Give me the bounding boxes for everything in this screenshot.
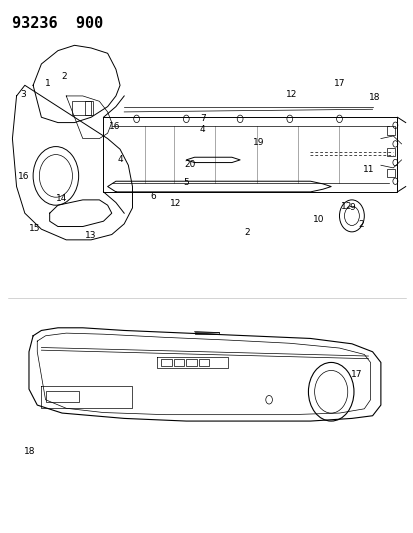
Bar (194, 332, 219, 334)
Bar (173, 359, 184, 366)
Text: 4: 4 (199, 125, 204, 134)
Text: 2: 2 (61, 72, 67, 80)
Bar (386, 126, 394, 135)
Text: 1: 1 (45, 79, 50, 88)
Bar (45, 391, 78, 402)
Text: 12: 12 (170, 199, 181, 208)
Text: 17: 17 (350, 370, 362, 378)
Text: 7: 7 (199, 114, 205, 123)
Text: 15: 15 (29, 224, 41, 232)
Text: 2: 2 (244, 229, 250, 237)
Text: 11: 11 (362, 165, 373, 174)
Text: 14: 14 (55, 194, 67, 203)
Text: 93236  900: 93236 900 (12, 16, 103, 31)
Text: 17: 17 (333, 79, 344, 88)
Text: 19: 19 (252, 139, 264, 147)
Bar (198, 359, 209, 366)
Text: 20: 20 (184, 160, 196, 168)
Text: 3: 3 (20, 91, 26, 99)
Text: 4: 4 (117, 156, 123, 164)
Bar (72, 101, 91, 115)
Text: 13: 13 (84, 231, 96, 240)
Bar (186, 359, 196, 366)
Text: 6: 6 (150, 192, 156, 200)
Bar (386, 148, 394, 156)
Text: 16: 16 (109, 123, 121, 131)
Text: 16: 16 (18, 173, 30, 181)
Text: 10: 10 (312, 215, 324, 224)
Bar (161, 359, 171, 366)
Text: 5: 5 (183, 178, 189, 187)
Text: 18: 18 (24, 448, 36, 456)
Bar (386, 169, 394, 177)
Bar (85, 101, 93, 115)
Text: 2: 2 (357, 221, 363, 229)
Text: 18: 18 (368, 93, 380, 101)
Text: 9: 9 (348, 204, 354, 212)
Text: 12: 12 (340, 203, 352, 211)
Text: 12: 12 (285, 91, 297, 99)
